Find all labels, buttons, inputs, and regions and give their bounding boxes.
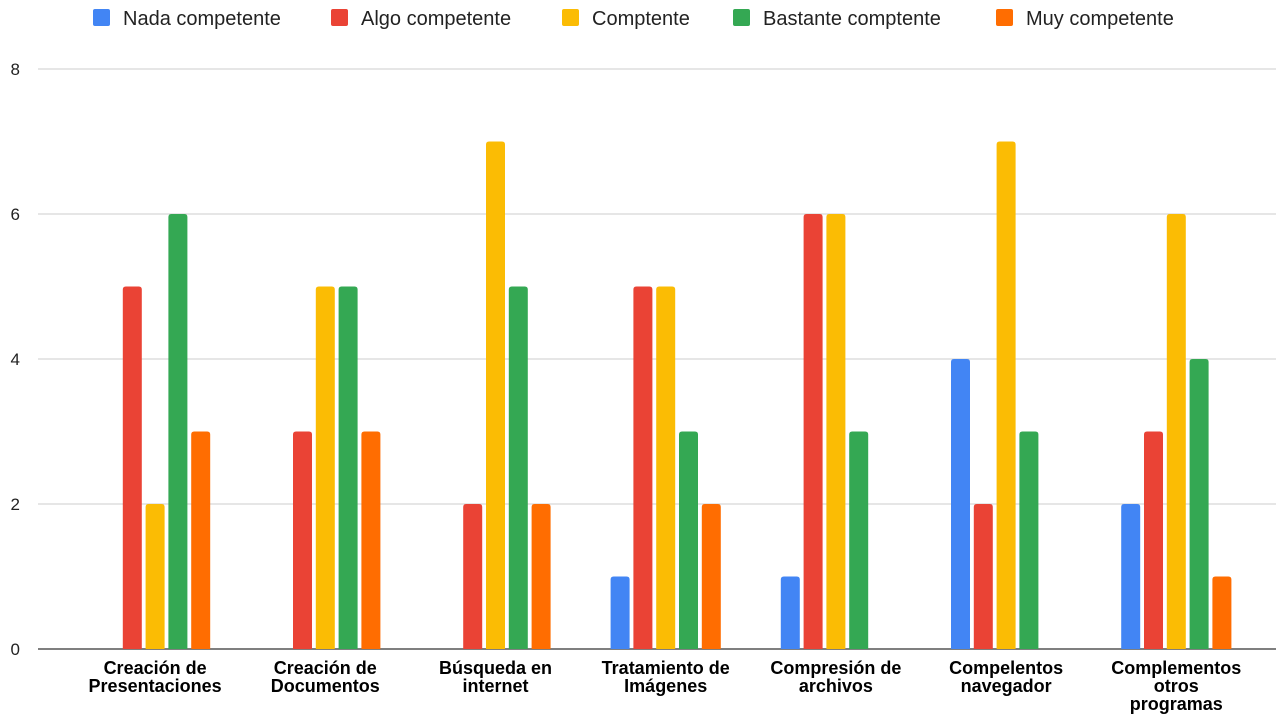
x-category-label-line: Creación de (104, 658, 207, 678)
legend-label: Muy competente (1026, 8, 1174, 30)
x-category-label-line: Creación de (274, 658, 377, 678)
legend-swatch (93, 9, 110, 26)
bar-2-4 (633, 286, 653, 649)
bar-3-2 (315, 286, 335, 649)
bars (122, 141, 1232, 649)
y-tick-label: 6 (11, 205, 20, 224)
bar-5-2 (361, 431, 381, 649)
x-category-label-line: Compelentos (949, 658, 1063, 678)
y-tick-label: 8 (11, 60, 20, 79)
x-category-label-line: Imágenes (624, 676, 707, 696)
x-category-label-line: Búsqueda en (439, 658, 552, 678)
bar-3-4 (656, 286, 676, 649)
bar-4-7 (1189, 359, 1209, 649)
legend: Nada competente Algo competente Comptente B… (93, 8, 1174, 30)
x-category-label-line: Presentaciones (89, 676, 222, 696)
legend-swatch (562, 9, 579, 26)
x-category-label: Búsqueda en internet (439, 658, 552, 696)
bar-5-4 (701, 504, 721, 649)
x-category-label-line: programas (1130, 694, 1223, 714)
bar-1-7 (1121, 504, 1141, 649)
x-category-label-line: navegador (961, 676, 1052, 696)
legend-swatch (733, 9, 750, 26)
bar-2-3 (463, 504, 483, 649)
x-category-label: Compresión de archivos (770, 658, 901, 696)
bar-5-1 (191, 431, 211, 649)
bar-1-5 (780, 576, 800, 649)
legend-label: Comptente (592, 8, 690, 30)
legend-label: Nada competente (123, 8, 281, 30)
bar-3-5 (826, 214, 846, 649)
x-category-label: Creación de Documentos (271, 658, 380, 696)
bar-2-1 (122, 286, 142, 649)
bar-4-4 (679, 431, 698, 649)
legend-label: Algo competente (361, 8, 511, 30)
x-category-label: Compelentos navegador (949, 658, 1063, 696)
bar-4-1 (168, 214, 188, 649)
x-category-label-line: Tratamiento de (602, 658, 730, 678)
x-category-label-line: Complementos (1111, 658, 1241, 678)
bar-4-5 (849, 431, 869, 649)
bar-3-1 (145, 504, 165, 649)
bar-1-4 (610, 576, 630, 649)
bar-3-7 (1166, 214, 1186, 649)
x-category-label: Complementos otros programas (1111, 658, 1241, 714)
x-category-label-line: otros (1154, 676, 1199, 696)
bar-4-3 (508, 286, 528, 649)
x-category-label: Tratamiento de Imágenes (602, 658, 730, 696)
x-category-label-line: Documentos (271, 676, 380, 696)
bar-3-6 (996, 141, 1016, 649)
bar-5-7 (1212, 576, 1232, 649)
legend-label: Bastante comptente (763, 8, 941, 30)
legend-swatch (331, 9, 348, 26)
bar-2-6 (973, 504, 993, 649)
legend-item: Muy competente (996, 8, 1174, 30)
y-tick-label: 2 (11, 495, 20, 514)
legend-swatch (996, 9, 1013, 26)
x-category-label-line: internet (462, 676, 528, 696)
bar-2-2 (293, 431, 312, 649)
x-category-label: Creación de Presentaciones (89, 658, 222, 696)
bar-3-3 (486, 141, 505, 649)
legend-item: Bastante comptente (733, 8, 941, 30)
y-axis-ticks: 0 2 4 6 8 (11, 60, 20, 659)
bar-2-5 (803, 214, 823, 649)
y-tick-label: 4 (11, 350, 20, 369)
x-category-label-line: archivos (799, 676, 873, 696)
bar-1-6 (951, 359, 970, 649)
bar-4-6 (1019, 431, 1039, 649)
bar-4-2 (338, 286, 358, 649)
bar-2-7 (1144, 431, 1163, 649)
x-category-label-line: Compresión de (770, 658, 901, 678)
legend-item: Nada competente (93, 8, 281, 30)
bar-5-3 (531, 504, 551, 649)
legend-item: Comptente (562, 8, 690, 30)
y-tick-label: 0 (11, 640, 20, 659)
legend-item: Algo competente (331, 8, 511, 30)
